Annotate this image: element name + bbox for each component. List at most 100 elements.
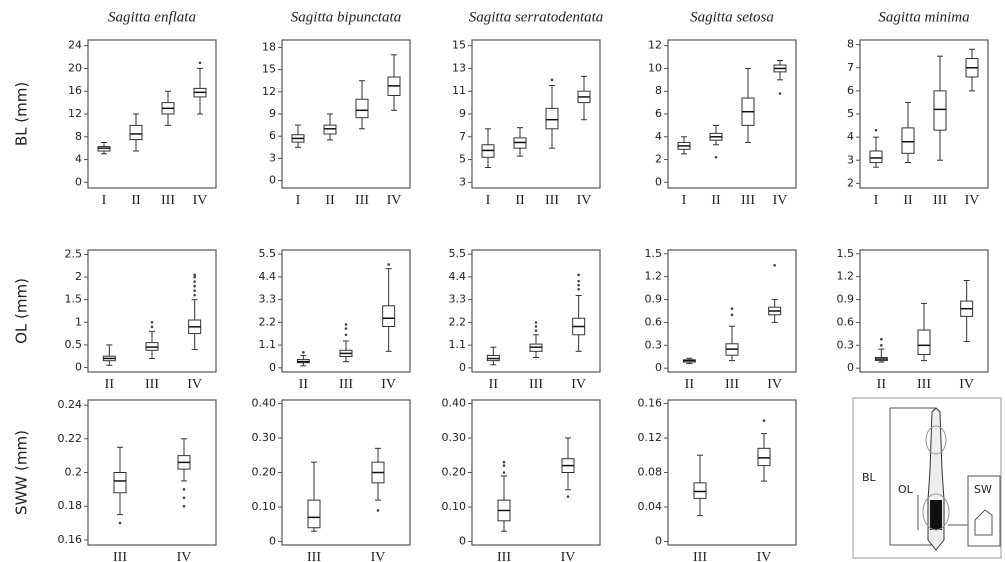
y-tick-label: 1 (75, 315, 82, 328)
flier (150, 320, 154, 324)
y-tick-label: 24 (68, 39, 82, 52)
y-tick-label: 0.12 (638, 431, 663, 444)
flier (193, 289, 196, 292)
sw-detail (974, 509, 993, 536)
y-tick-label: 7 (847, 61, 854, 74)
y-tick-label: 0.20 (252, 466, 277, 479)
flier (778, 92, 782, 95)
flier (534, 321, 538, 324)
plot-frame (281, 249, 411, 373)
x-tick-label: IV (965, 193, 980, 208)
x-tick-label: II (515, 193, 525, 208)
plot-frame (471, 249, 601, 373)
y-tick-label: 5 (847, 107, 854, 120)
chart-title: Sagitta bipunctata (291, 9, 401, 25)
x-tick-label: I (102, 193, 107, 208)
x-tick-label: III (497, 550, 511, 562)
y-tick-label: 6 (269, 129, 276, 142)
flier (730, 307, 734, 311)
y-tick-label: 4 (847, 130, 854, 143)
y-axis-label: BL (mm) (13, 82, 31, 146)
x-tick-label: III (113, 550, 127, 562)
y-axis-label: OL (mm) (13, 278, 31, 344)
y-tick-label: 15 (452, 39, 466, 52)
y-tick-label: 1.5 (65, 293, 83, 306)
y-tick-label: 6 (847, 84, 854, 97)
x-tick-label: II (325, 193, 335, 208)
flier (534, 329, 538, 332)
x-tick-label: III (933, 193, 947, 208)
box (545, 107, 559, 130)
y-tick-label: 18 (262, 40, 276, 53)
plot-frame (667, 39, 797, 189)
x-tick-label: III (355, 193, 369, 208)
y-tick-label: 0 (847, 361, 854, 374)
x-tick-label: II (105, 377, 115, 392)
flier (577, 283, 580, 287)
plot-frame (471, 39, 601, 189)
box (355, 98, 369, 119)
y-tick-label: 0.10 (442, 500, 467, 513)
x-tick-label: IV (577, 193, 592, 208)
y-tick-label: 0.16 (638, 396, 663, 409)
y-tick-label: 0.30 (252, 431, 277, 444)
flier (344, 327, 348, 330)
flier (502, 464, 506, 467)
box (933, 90, 947, 131)
flier (193, 280, 196, 283)
y-tick-label: 7 (459, 130, 466, 143)
ovary (930, 500, 942, 530)
y-tick-label: 0.18 (58, 499, 83, 512)
y-tick-label: 12 (68, 107, 82, 120)
fin (925, 425, 947, 455)
y-tick-label: 0.30 (442, 431, 467, 444)
x-tick-label: IV (387, 193, 402, 208)
y-tick-label: 0.6 (837, 315, 855, 328)
x-tick-label: III (307, 550, 321, 562)
y-tick-label: 0.3 (645, 338, 663, 351)
x-tick-label: IV (381, 377, 396, 392)
flier (118, 521, 122, 525)
y-tick-label: 0.40 (252, 396, 277, 409)
y-tick-label: 1.5 (645, 247, 663, 260)
flier (182, 488, 186, 491)
flier (376, 509, 380, 512)
x-tick-label: I (296, 193, 301, 208)
y-tick-label: 0.3 (837, 338, 855, 351)
plot-frame (87, 399, 217, 546)
diagram-label: BL (862, 471, 877, 484)
y-tick-label: 4 (655, 130, 662, 143)
x-tick-label: III (529, 377, 543, 392)
flier (198, 61, 202, 65)
y-tick-label: 2 (847, 176, 854, 189)
x-tick-label: IV (177, 550, 192, 562)
x-tick-label: III (741, 193, 755, 208)
y-tick-label: 0 (75, 175, 82, 188)
x-tick-label: IV (371, 550, 386, 562)
flier (880, 337, 883, 341)
y-tick-label: 15 (262, 63, 276, 76)
plot-frame (667, 249, 797, 373)
x-tick-label: III (145, 377, 159, 392)
flier (344, 323, 348, 326)
x-tick-label: IV (187, 377, 202, 392)
x-tick-label: I (874, 193, 879, 208)
flier (730, 313, 734, 317)
x-tick-label: II (903, 193, 913, 208)
y-tick-label: 1.1 (449, 338, 467, 351)
y-tick-label: 12 (648, 39, 662, 52)
y-tick-label: 4.4 (449, 270, 467, 283)
flier (577, 279, 580, 283)
y-tick-label: 0 (269, 174, 276, 187)
flier (193, 275, 196, 279)
y-tick-label: 6 (655, 107, 662, 120)
y-tick-label: 0 (655, 175, 662, 188)
flier (387, 263, 390, 266)
x-tick-label: IV (561, 550, 576, 562)
y-tick-label: 0.20 (442, 466, 467, 479)
y-tick-label: 0.9 (645, 293, 663, 306)
flier (566, 495, 570, 498)
y-tick-label: 13 (452, 61, 466, 74)
y-tick-label: 2 (655, 153, 662, 166)
y-tick-label: 9 (459, 107, 466, 120)
